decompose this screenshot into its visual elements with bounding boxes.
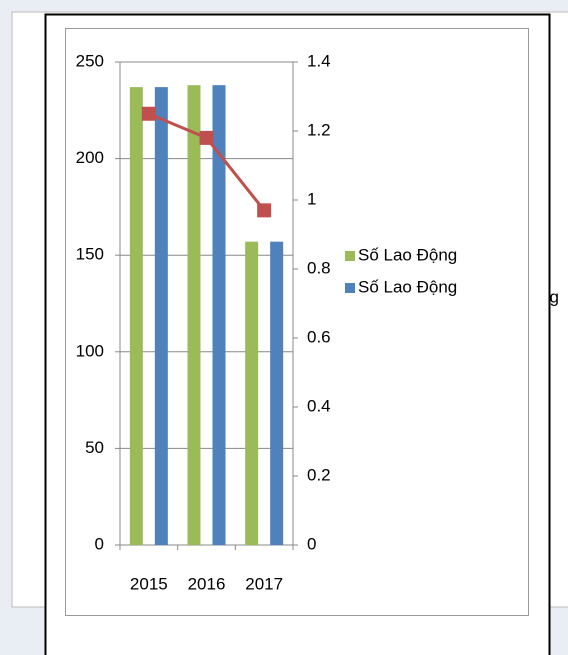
y2-tick-label: 0.8 — [307, 258, 331, 277]
bar — [212, 85, 226, 546]
line-marker — [199, 130, 214, 145]
legend-label: Số Lao Động — [358, 277, 457, 296]
y-tick-label: 100 — [76, 341, 104, 360]
y2-tick-label: 1 — [307, 189, 316, 208]
y2-tick-label: 1.4 — [307, 51, 331, 70]
y-tick-label: 250 — [76, 51, 104, 70]
legend-swatch — [345, 283, 355, 293]
bar — [245, 241, 259, 545]
legend-swatch — [345, 251, 355, 261]
y2-tick-label: 0.4 — [307, 396, 331, 415]
y-tick-label: 200 — [76, 148, 104, 167]
bar — [187, 85, 201, 546]
y-tick-label: 150 — [76, 245, 104, 264]
x-tick-label: 2015 — [130, 574, 168, 593]
bar — [129, 87, 143, 545]
y2-tick-label: 1.2 — [307, 120, 331, 139]
x-tick-label: 2016 — [188, 574, 226, 593]
line-marker — [141, 106, 156, 121]
y-tick-label: 50 — [85, 438, 104, 457]
x-tick-label: 2017 — [245, 574, 283, 593]
y2-tick-label: 0 — [307, 534, 316, 553]
bar — [154, 87, 168, 545]
y2-tick-label: 0.2 — [307, 465, 331, 484]
y-tick-label: 0 — [95, 534, 104, 553]
legend-label: Số Lao Động — [358, 245, 457, 264]
y2-tick-label: 0.6 — [307, 327, 331, 346]
line-marker — [257, 203, 272, 218]
bar — [270, 241, 284, 545]
